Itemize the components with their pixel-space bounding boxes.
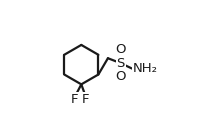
Text: F: F	[82, 93, 89, 106]
Text: O: O	[115, 70, 126, 83]
Text: S: S	[117, 57, 125, 70]
Text: O: O	[115, 43, 126, 56]
Text: NH₂: NH₂	[133, 62, 158, 75]
Text: F: F	[71, 93, 79, 106]
